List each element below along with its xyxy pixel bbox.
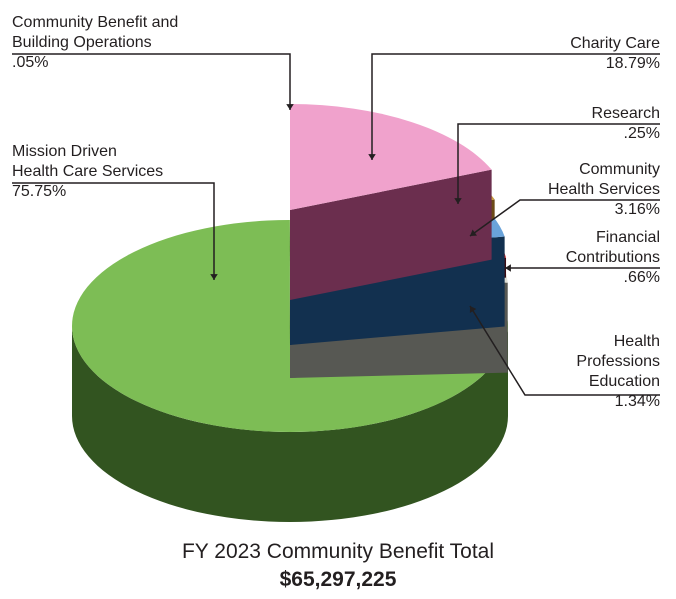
chart-total: $65,297,225 <box>279 568 397 591</box>
leader-charity-care-arrowhead <box>368 154 376 160</box>
label-financial: Financial Contributions .66% <box>566 229 660 286</box>
label-line: Charity Care <box>570 35 660 52</box>
label-line: Health <box>614 333 660 350</box>
leader-research <box>457 123 660 204</box>
label-line: Education <box>589 373 660 390</box>
leader-financial-arrowhead <box>505 264 511 272</box>
leader-mission <box>12 182 215 280</box>
leader-research-arrowhead <box>454 198 462 204</box>
label-line: .66% <box>624 269 660 286</box>
label-line: Contributions <box>566 249 660 266</box>
leader-cb-building-arrowhead <box>286 104 294 110</box>
label-line: Community <box>579 161 660 178</box>
leader-cb-building <box>12 53 291 110</box>
slice-cut-face <box>289 220 290 346</box>
label-line: Mission Driven <box>12 143 117 160</box>
label-line: .25% <box>624 125 660 142</box>
label-line: 18.79% <box>606 55 660 72</box>
label-line: Community Benefit and <box>12 14 178 31</box>
slice-top <box>290 104 492 210</box>
label-research: Research .25% <box>592 105 660 142</box>
leader-health-prof-arrowhead <box>469 306 477 313</box>
label-line: 75.75% <box>12 183 66 200</box>
leader-health-prof <box>469 305 660 396</box>
label-community-health: Community Health Services 3.16% <box>548 161 660 218</box>
label-charity-care: Charity Care 18.79% <box>570 35 660 72</box>
leader-community-health <box>469 199 660 237</box>
label-mission: Mission Driven Health Care Services 75.75% <box>12 143 163 200</box>
label-line: 1.34% <box>615 393 660 410</box>
leader-community-health-arrowhead <box>470 229 477 236</box>
label-line: 3.16% <box>615 201 660 218</box>
label-health-prof: Health Professions Education 1.34% <box>576 333 660 410</box>
label-cb-building: Community Benefit and Building Operations… <box>12 14 178 71</box>
label-line: Health Services <box>548 181 660 198</box>
chart-title: FY 2023 Community Benefit Total <box>181 540 495 563</box>
slice-charity-care <box>290 104 492 300</box>
leader-mission-arrowhead <box>210 274 218 280</box>
label-line: .05% <box>12 54 48 71</box>
label-line: Research <box>592 105 660 122</box>
slice-side <box>72 326 508 522</box>
label-line: Health Care Services <box>12 163 163 180</box>
slice-cut-face <box>290 169 492 300</box>
label-line: Financial <box>596 229 660 246</box>
label-line: Building Operations <box>12 34 152 51</box>
label-line: Professions <box>576 353 660 370</box>
leader-charity-care <box>371 53 660 160</box>
